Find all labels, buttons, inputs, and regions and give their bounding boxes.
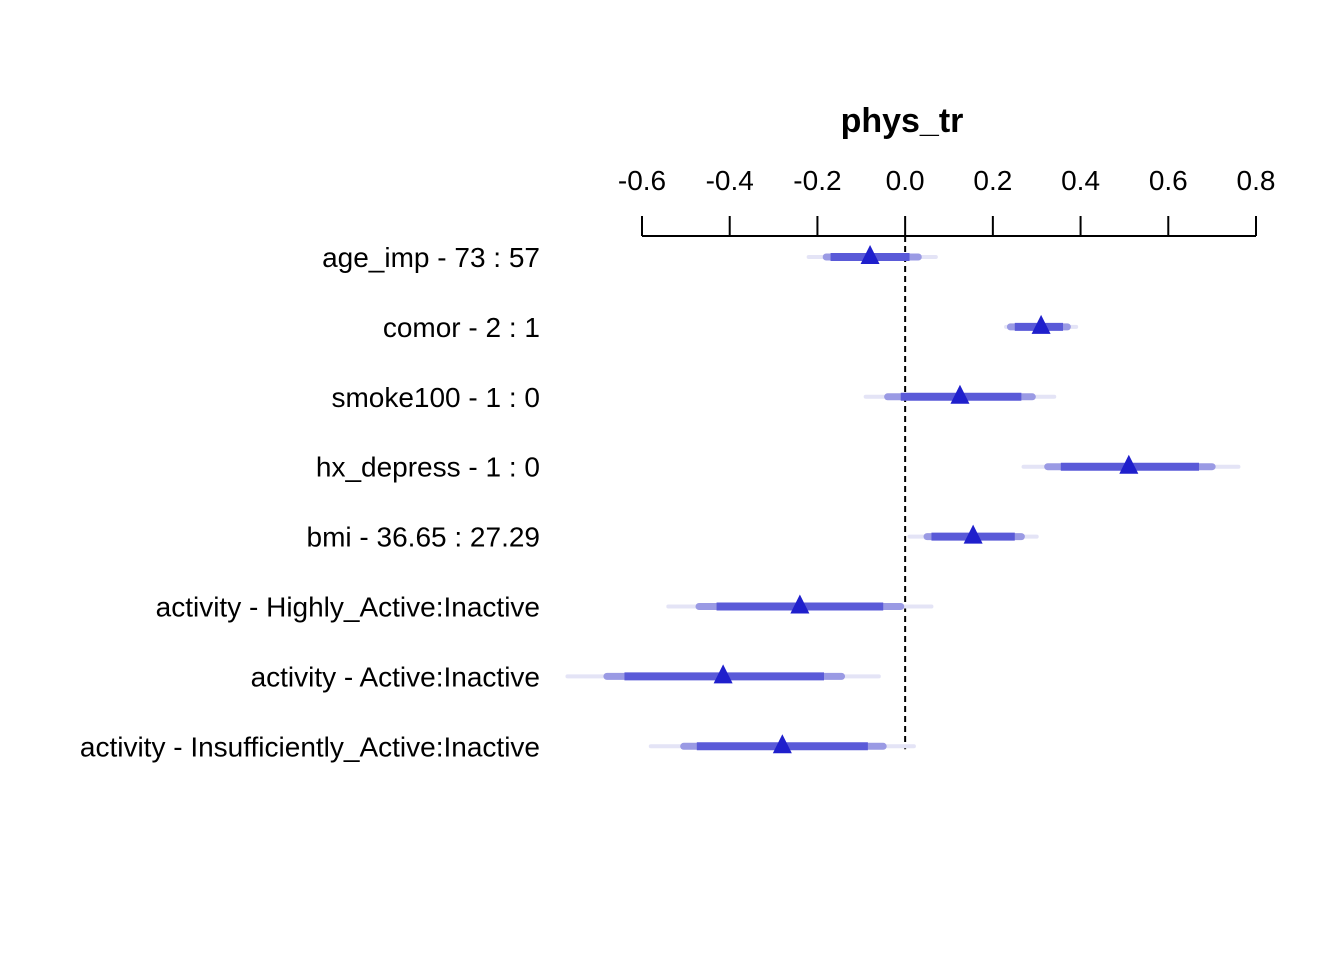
x-tick-label: -0.2	[793, 165, 841, 196]
x-tick-label: -0.4	[706, 165, 754, 196]
row-label: activity - Insufficiently_Active:Inactiv…	[80, 731, 540, 762]
x-axis: -0.6 -0.4 -0.2 0.0 0.2 0.4 0.6 0.8	[618, 165, 1276, 237]
x-tick-label: -0.6	[618, 165, 666, 196]
x-tick-label: 0.8	[1237, 165, 1276, 196]
row-label: hx_depress - 1 : 0	[316, 452, 540, 483]
x-tick-label: 0.0	[886, 165, 925, 196]
row-label: comor - 2 : 1	[383, 312, 540, 343]
point-estimate-marker	[790, 594, 810, 614]
forest-row: hx_depress - 1 : 0	[316, 452, 1241, 483]
row-label: smoke100 - 1 : 0	[331, 382, 540, 413]
point-estimate-marker	[1119, 454, 1139, 474]
point-estimate-marker	[772, 734, 792, 754]
point-estimate-marker	[860, 245, 880, 264]
point-estimate-marker	[950, 384, 970, 404]
row-label: bmi - 36.65 : 27.29	[307, 522, 540, 553]
forest-row: activity - Highly_Active:Inactive	[156, 592, 934, 623]
point-estimate-marker	[1031, 314, 1051, 334]
forest-row: bmi - 36.65 : 27.29	[307, 522, 1039, 553]
row-label: age_imp - 73 : 57	[322, 242, 540, 273]
forest-row: age_imp - 73 : 57	[322, 242, 938, 273]
forest-row: activity - Active:Inactive	[251, 661, 881, 692]
point-estimate-marker	[713, 664, 733, 684]
row-label: activity - Active:Inactive	[251, 661, 540, 692]
x-tick-label: 0.2	[973, 165, 1012, 196]
forest-row: smoke100 - 1 : 0	[331, 382, 1057, 413]
x-tick-label: 0.4	[1061, 165, 1100, 196]
forest-row: activity - Insufficiently_Active:Inactiv…	[80, 731, 916, 762]
row-label: activity - Highly_Active:Inactive	[156, 592, 540, 623]
x-tick-label: 0.6	[1149, 165, 1188, 196]
forest-row: comor - 2 : 1	[383, 312, 1079, 343]
chart-title: phys_tr	[841, 102, 964, 140]
forest-rows: age_imp - 73 : 57 comor - 2 : 1 smoke100 -…	[80, 242, 1241, 762]
point-estimate-marker	[963, 524, 983, 544]
